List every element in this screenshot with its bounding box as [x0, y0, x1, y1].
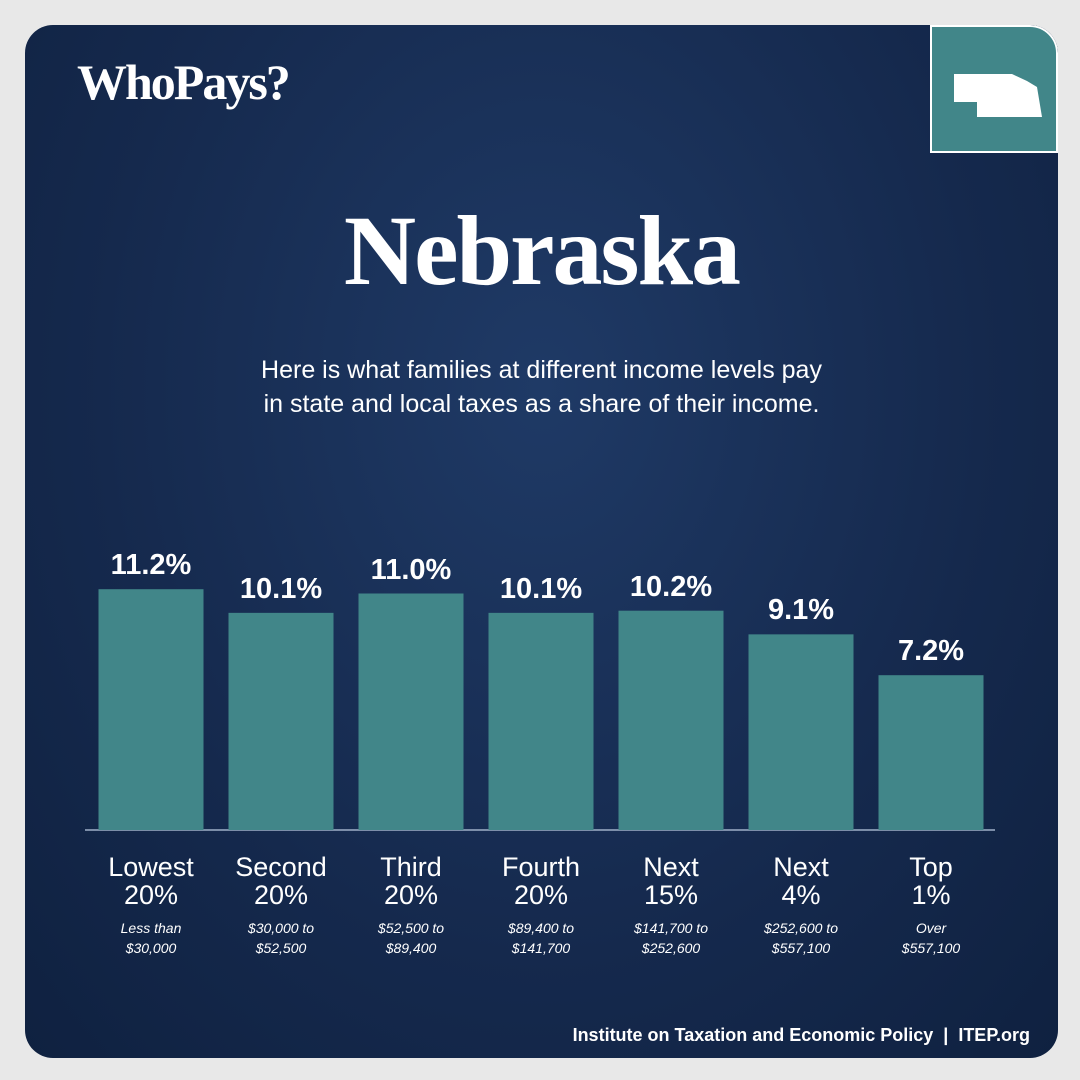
- brand: WhoPays?: [77, 54, 291, 110]
- nebraska-outline: [954, 74, 1042, 117]
- bar: [228, 612, 334, 830]
- bar: [98, 589, 204, 830]
- category-label: Top 1%: [909, 852, 953, 910]
- income-range: $141,700 to $252,600: [634, 920, 708, 956]
- income-range: Less than $30,000: [120, 920, 182, 956]
- bar: [878, 675, 984, 830]
- state-shape: [954, 74, 1042, 117]
- category-label: Next 4%: [773, 852, 829, 910]
- value-label: 10.1%: [499, 572, 583, 605]
- category-label: Next 15%: [643, 852, 699, 910]
- bar: [488, 612, 594, 830]
- value-label: 10.2%: [629, 570, 713, 603]
- value-label: 9.1%: [767, 594, 835, 627]
- footer: Institute on Taxation and Economic Polic…: [572, 1025, 1030, 1045]
- bar: [748, 634, 854, 830]
- card: WhoPays? Nebraska Here is what families …: [25, 25, 1058, 1058]
- bar: [358, 593, 464, 830]
- income-range: Over $557,100: [901, 920, 961, 956]
- income-range: $30,000 to $52,500: [247, 920, 315, 956]
- value-label: 7.2%: [897, 635, 965, 668]
- income-range: $252,600 to $557,100: [764, 920, 838, 956]
- bar: [618, 610, 724, 830]
- category-label: Lowest 20%: [108, 852, 194, 910]
- value-label: 11.2%: [110, 549, 192, 582]
- income-range: $52,500 to $89,400: [377, 920, 445, 956]
- category-label: Third 20%: [380, 852, 442, 910]
- value-label: 11.0%: [370, 553, 452, 586]
- income-range: $89,400 to $141,700: [507, 920, 575, 956]
- category-label: Second 20%: [235, 852, 327, 910]
- state-badge: [930, 25, 1058, 153]
- chart-subtitle: Here is what families at different incom…: [261, 356, 822, 418]
- chart: [85, 589, 995, 831]
- category-label: Fourth 20%: [501, 852, 581, 910]
- value-label: 10.1%: [239, 572, 323, 605]
- chart-title: Nebraska: [343, 195, 741, 306]
